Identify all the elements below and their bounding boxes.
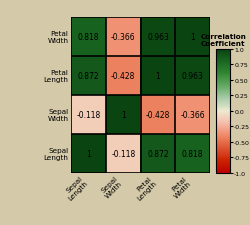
Text: 1: 1 bbox=[156, 72, 160, 81]
Text: 0.872: 0.872 bbox=[78, 72, 100, 81]
Text: -0.428: -0.428 bbox=[111, 72, 136, 81]
Text: 0.818: 0.818 bbox=[182, 149, 204, 158]
Text: 1: 1 bbox=[121, 110, 126, 119]
Text: 1: 1 bbox=[86, 149, 91, 158]
Text: 1: 1 bbox=[190, 33, 195, 42]
Text: 0.818: 0.818 bbox=[78, 33, 99, 42]
Title: Correlation
Coefficient: Correlation Coefficient bbox=[200, 33, 246, 46]
Text: 0.963: 0.963 bbox=[147, 33, 169, 42]
Text: -0.428: -0.428 bbox=[146, 110, 170, 119]
Text: -0.118: -0.118 bbox=[76, 110, 101, 119]
Text: -0.366: -0.366 bbox=[111, 33, 136, 42]
Text: -0.366: -0.366 bbox=[180, 110, 205, 119]
Text: 0.872: 0.872 bbox=[147, 149, 169, 158]
Text: 0.963: 0.963 bbox=[182, 72, 204, 81]
Text: -0.118: -0.118 bbox=[111, 149, 136, 158]
